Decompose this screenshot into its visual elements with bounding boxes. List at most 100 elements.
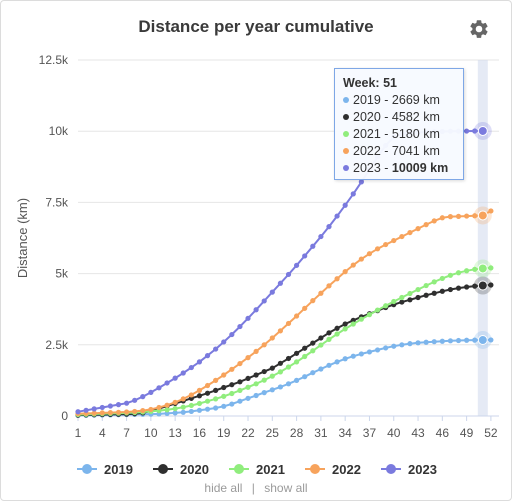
data-point-2019 (245, 395, 251, 401)
data-point-2023 (293, 262, 300, 268)
data-point-2023 (180, 370, 186, 376)
tooltip-row-2021: 2021 - 5180 km (343, 126, 455, 143)
data-point-2019 (285, 381, 292, 387)
data-point-2020 (285, 355, 292, 362)
legend-swatch-2023 (381, 464, 401, 474)
series-line-2022 (77, 210, 492, 415)
x-tick-label: 28 (290, 426, 304, 440)
data-point-2019 (221, 403, 227, 409)
data-point-2020 (229, 382, 235, 388)
data-point-2023 (107, 403, 113, 409)
data-point-2021 (318, 342, 324, 348)
data-point-2022 (374, 246, 381, 252)
legend-item-2023[interactable]: 2023 (381, 460, 437, 478)
data-point-2021 (455, 270, 462, 276)
data-point-2022 (302, 305, 308, 311)
data-point-2021 (407, 290, 413, 297)
data-point-2022 (407, 229, 413, 236)
y-tick-label: 5k (55, 267, 69, 281)
data-point-2020 (221, 384, 227, 391)
data-point-2022 (472, 213, 478, 219)
x-tick-label: 52 (484, 426, 498, 440)
data-point-2023 (285, 271, 292, 278)
y-axis-title: Distance (km) (15, 198, 30, 278)
series-line-2021 (77, 266, 491, 416)
data-point-2020 (464, 284, 470, 290)
tooltip-text-2021: 2021 - 5180 km (353, 127, 440, 141)
data-point-2021 (310, 348, 316, 354)
data-point-2023 (75, 409, 81, 415)
data-point-2020 (423, 292, 429, 298)
tooltip-bullet-2020 (343, 114, 349, 120)
hover-point-2019 (477, 334, 488, 345)
data-point-2020 (253, 372, 259, 378)
data-point-2021 (326, 336, 332, 342)
data-point-2019 (423, 339, 429, 345)
data-point-2023 (253, 307, 259, 313)
x-tick-label: 16 (193, 426, 207, 440)
data-point-2021 (383, 303, 389, 309)
data-point-2019 (261, 390, 267, 396)
legend-toggles: hide all | show all (0, 481, 512, 495)
x-tick-label: 22 (241, 426, 255, 440)
data-point-2022 (423, 222, 429, 228)
gear-icon[interactable] (468, 18, 490, 40)
data-point-2019 (350, 353, 356, 359)
data-point-2019 (447, 338, 454, 344)
data-point-2019 (164, 410, 170, 417)
legend-item-2019[interactable]: 2019 (77, 460, 133, 478)
data-point-2021 (366, 312, 373, 318)
data-point-2023 (358, 179, 364, 185)
data-point-2022 (464, 213, 470, 219)
data-point-2021 (399, 294, 405, 301)
data-point-2022 (342, 269, 348, 275)
data-point-2023 (302, 253, 308, 259)
data-point-2021 (204, 398, 211, 404)
data-point-2023 (83, 407, 89, 413)
chart-legend: 2019 2020 2021 2022 2023 (0, 460, 512, 478)
data-point-2022 (221, 372, 227, 378)
hover-point-2022 (477, 210, 488, 221)
data-point-2019 (237, 398, 243, 404)
data-point-2021 (196, 400, 203, 407)
tooltip-text-2022: 2022 - 7041 km (353, 144, 440, 158)
data-point-2023 (164, 380, 170, 386)
data-point-2022 (358, 256, 364, 262)
tooltip-row-2019: 2019 - 2669 km (343, 92, 455, 109)
data-point-2022 (415, 226, 421, 232)
tooltip-bullet-2019 (343, 97, 349, 103)
data-point-2023 (221, 339, 227, 345)
data-point-2022 (334, 276, 340, 282)
tooltip-value-2023: 10009 km (391, 161, 449, 175)
data-point-2019 (415, 340, 421, 346)
data-point-2020 (261, 368, 267, 375)
tooltip-bullet-2023 (343, 165, 349, 171)
data-point-2019 (326, 362, 332, 368)
data-point-2020 (277, 360, 284, 366)
data-point-2022 (293, 313, 300, 319)
show-all-link[interactable]: show all (264, 481, 308, 495)
data-point-2021 (472, 266, 478, 272)
data-point-2023 (229, 331, 235, 338)
legend-item-2021[interactable]: 2021 (229, 460, 285, 478)
data-point-2021 (423, 282, 429, 289)
legend-item-2022[interactable]: 2022 (305, 460, 361, 478)
data-point-2021 (334, 331, 340, 337)
y-tick-label: 12.5k (39, 53, 69, 67)
data-point-2023 (464, 128, 470, 134)
x-tick-label: 31 (314, 426, 328, 440)
y-tick-label: 7.5k (45, 195, 69, 209)
data-point-2022 (196, 387, 203, 393)
legend-swatch-2020 (153, 464, 173, 474)
data-point-2022 (188, 392, 194, 398)
data-point-2022 (488, 208, 494, 214)
tooltip-bullet-2022 (343, 148, 349, 154)
data-point-2023 (196, 359, 203, 365)
legend-item-2020[interactable]: 2020 (153, 460, 209, 478)
data-point-2019 (366, 349, 373, 355)
data-point-2022 (269, 335, 275, 341)
data-point-2021 (374, 307, 381, 313)
hide-all-link[interactable]: hide all (204, 481, 243, 495)
data-point-2021 (342, 326, 348, 332)
